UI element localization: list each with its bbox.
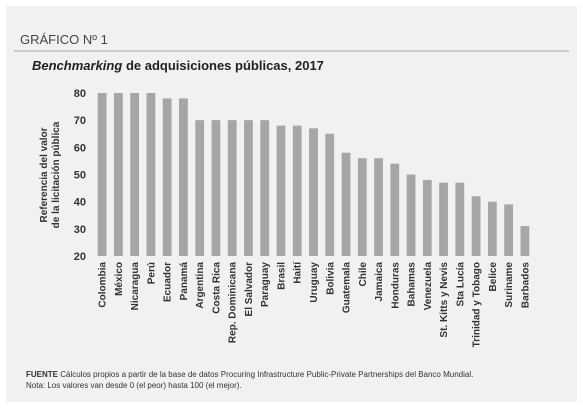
x-tick-label: Haití bbox=[293, 261, 304, 284]
x-tick-label: Rep. Dominicana bbox=[228, 262, 239, 344]
chart-title: Benchmarking de adquisiciones públicas, … bbox=[32, 58, 324, 73]
y-tick-label: 50 bbox=[74, 170, 86, 182]
x-tick-label: Belice bbox=[488, 262, 499, 292]
x-tick-label: Trinidad y Tobago bbox=[472, 262, 483, 347]
x-tick-label: Jamaica bbox=[374, 262, 385, 302]
y-tick-label: 40 bbox=[74, 197, 86, 209]
bar bbox=[357, 158, 367, 256]
bar bbox=[390, 163, 400, 256]
bar bbox=[179, 98, 188, 256]
bar bbox=[504, 204, 514, 256]
bar bbox=[244, 120, 253, 257]
bar bbox=[487, 201, 497, 256]
y-axis-label: Referencia del valor bbox=[39, 127, 50, 222]
x-tick-label: Paraguay bbox=[260, 262, 271, 307]
x-tick-label: Bahamas bbox=[407, 262, 418, 307]
x-tick-label: St. Kitts y Nevis bbox=[439, 262, 450, 338]
x-tick-label: Colombia bbox=[98, 262, 109, 308]
x-tick-label: Costa Rica bbox=[211, 262, 222, 314]
title-text: de adquisiciones públicas, 2017 bbox=[126, 58, 324, 73]
x-tick-label: Guatemala bbox=[342, 262, 353, 314]
x-tick-label: El Salvador bbox=[244, 262, 255, 317]
bar bbox=[162, 98, 172, 256]
bar bbox=[374, 158, 383, 256]
x-tick-label: Uruguay bbox=[309, 262, 320, 303]
note: Nota: Los valores van desde 0 (el peor) … bbox=[26, 381, 242, 390]
y-tick-label: 80 bbox=[74, 88, 86, 100]
x-tick-label: Panamá bbox=[179, 262, 190, 301]
x-tick-label: Venezuela bbox=[423, 262, 434, 311]
y-tick-label: 30 bbox=[74, 224, 86, 236]
bar bbox=[341, 152, 351, 256]
chart-label: GRÁFICO Nº 1 bbox=[20, 32, 108, 47]
title-emphasis: Benchmarking bbox=[32, 58, 122, 73]
x-tick-label: Chile bbox=[358, 262, 369, 287]
bar bbox=[455, 182, 465, 256]
bar bbox=[276, 125, 286, 256]
x-tick-label: Brasil bbox=[276, 262, 287, 290]
x-tick-label: Barbados bbox=[520, 262, 531, 309]
x-tick-label: Suriname bbox=[504, 262, 515, 308]
bar bbox=[260, 120, 270, 257]
bar bbox=[227, 120, 237, 257]
bar bbox=[439, 182, 448, 256]
y-tick-label: 60 bbox=[74, 142, 86, 154]
bar bbox=[113, 93, 123, 256]
bar bbox=[195, 120, 205, 257]
source-label: FUENTE bbox=[26, 370, 59, 379]
y-axis-label: de la licitación pública bbox=[51, 121, 62, 228]
bar bbox=[422, 179, 432, 256]
bar bbox=[130, 93, 140, 256]
x-tick-label: Argentina bbox=[195, 262, 206, 309]
bar bbox=[309, 128, 318, 256]
x-tick-label: Nicaragua bbox=[130, 262, 141, 311]
bar bbox=[471, 196, 481, 256]
x-tick-label: Ecuador bbox=[163, 262, 174, 302]
x-tick-label: Sta Lucía bbox=[455, 262, 466, 307]
bar bbox=[211, 120, 221, 257]
y-tick-label: 70 bbox=[74, 115, 86, 127]
x-tick-label: Honduras bbox=[390, 262, 401, 309]
bar bbox=[406, 174, 416, 256]
bar bbox=[146, 93, 156, 256]
bar bbox=[520, 226, 530, 256]
source-text: Cálculos propios a partir de la base de … bbox=[60, 370, 473, 379]
x-tick-label: México bbox=[114, 262, 125, 296]
y-tick-label: 20 bbox=[74, 251, 86, 263]
x-tick-label: Perú bbox=[146, 262, 157, 284]
bar bbox=[97, 93, 107, 256]
bar bbox=[325, 133, 335, 256]
bar bbox=[292, 125, 302, 256]
source: FUENTE Cálculos propios a partir de la b… bbox=[26, 370, 473, 379]
x-tick-label: Bolivia bbox=[325, 262, 336, 295]
